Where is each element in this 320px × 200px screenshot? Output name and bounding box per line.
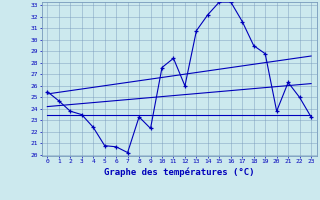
X-axis label: Graphe des températures (°C): Graphe des températures (°C): [104, 167, 254, 177]
